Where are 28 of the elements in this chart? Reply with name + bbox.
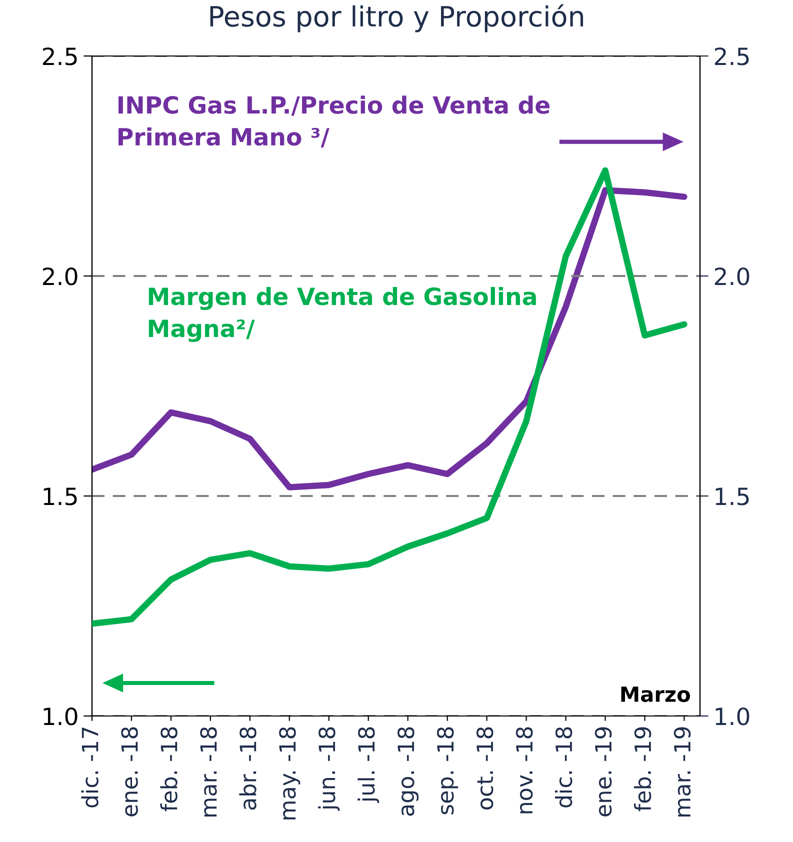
y2-tick-label: 2.5 bbox=[714, 47, 749, 66]
x-tick-label: oct. -18 bbox=[476, 727, 494, 810]
x-tick-label: abr. -18 bbox=[239, 727, 256, 810]
y-tick-label: 1.0 bbox=[44, 707, 78, 726]
y2-tick-label: 2.0 bbox=[714, 267, 750, 286]
x-tick-label: ene. -19 bbox=[594, 727, 612, 816]
y-tick-label: 2.5 bbox=[42, 47, 77, 66]
y-tick-label: 1.5 bbox=[44, 488, 77, 506]
x-tick-label: ago. -18 bbox=[397, 727, 419, 816]
x-tick-label: ene. -18 bbox=[121, 727, 138, 816]
chart-title: Pesos por litro y Proporción bbox=[210, 4, 584, 32]
y2-tick-label: 1.0 bbox=[716, 707, 750, 726]
x-tick-label: feb. -19 bbox=[634, 727, 652, 812]
text: INPC Gas L.P./Precio de Venta de Primera Mano ³/ bbox=[118, 96, 550, 148]
x-tick-label: sep. -18 bbox=[436, 727, 458, 814]
series-label: Margen de Venta de Gasolina Magna²/ bbox=[148, 287, 536, 342]
x-tick-label: dic. -17 bbox=[81, 728, 98, 808]
y2-tick-label: 1.5 bbox=[716, 488, 749, 506]
y-tick-label: 2.0 bbox=[42, 267, 78, 286]
x-tick-label: jul. -18 bbox=[358, 727, 380, 803]
x-tick-label: mar. -18 bbox=[200, 727, 217, 816]
x-tick-label: jun. -18 bbox=[318, 727, 340, 811]
x-tick-label: dic. -18 bbox=[555, 727, 572, 808]
x-tick-label: feb. -18 bbox=[160, 727, 178, 812]
annotation: Marzo bbox=[621, 686, 690, 702]
x-tick-label: may. -18 bbox=[279, 727, 300, 820]
x-tick-label: nov. -18 bbox=[516, 727, 533, 814]
x-tick-label: mar. -19 bbox=[674, 727, 691, 816]
